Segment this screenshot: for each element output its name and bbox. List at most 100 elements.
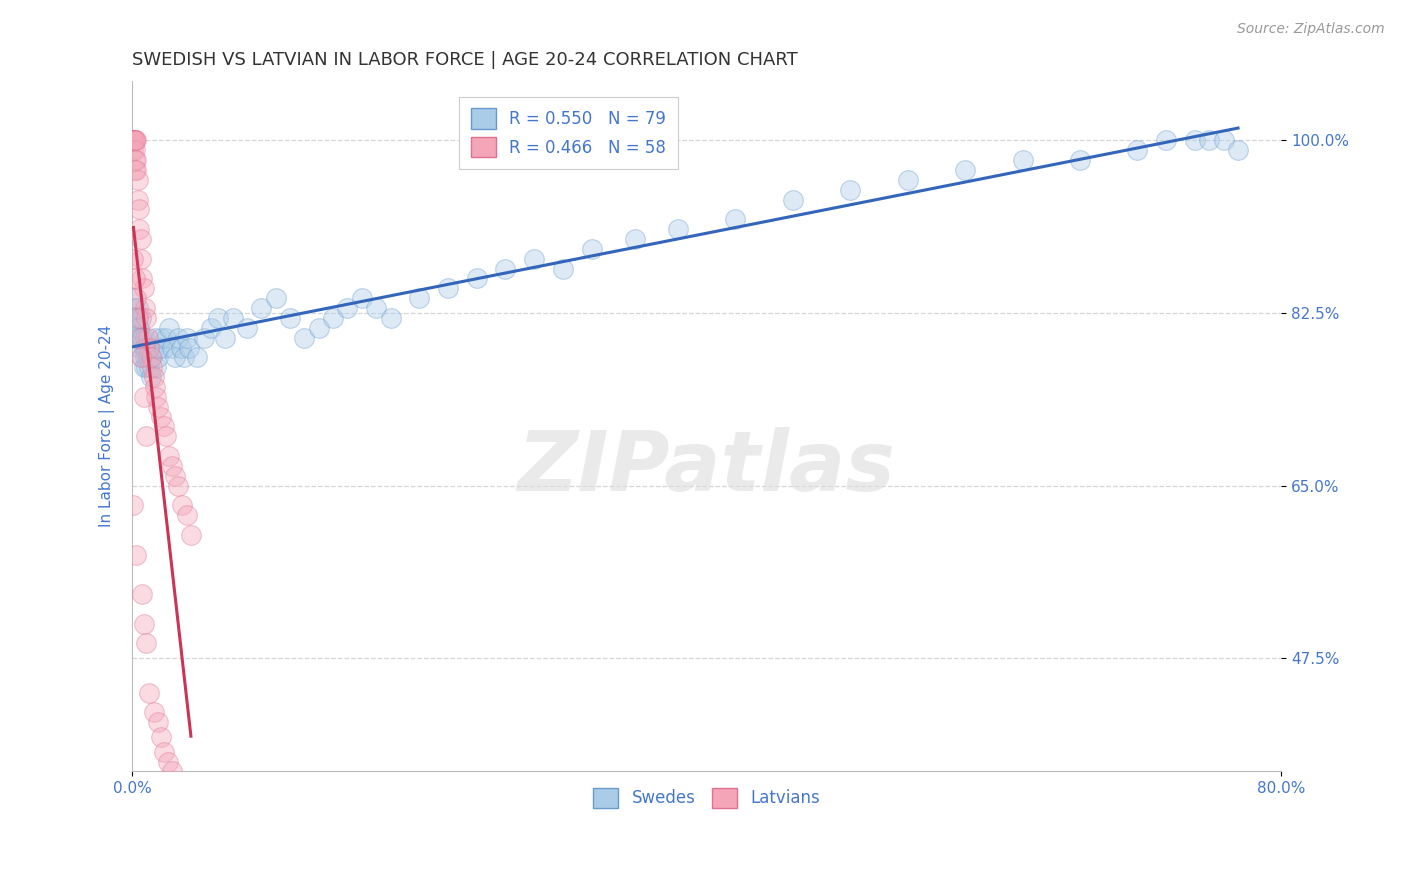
Point: [127, 310, 149, 325]
Point: [366, 301, 388, 315]
Point: [124, 271, 146, 285]
Point: [136, 331, 159, 345]
Point: [1069, 153, 1091, 168]
Point: [122, 134, 145, 148]
Point: [122, 134, 145, 148]
Point: [236, 320, 259, 334]
Point: [122, 134, 145, 148]
Point: [128, 202, 150, 217]
Point: [146, 715, 169, 730]
Point: [200, 320, 222, 334]
Y-axis label: In Labor Force | Age 20-24: In Labor Force | Age 20-24: [100, 326, 115, 527]
Point: [322, 310, 344, 325]
Point: [124, 134, 146, 148]
Point: [125, 310, 148, 325]
Point: [264, 291, 287, 305]
Point: [128, 331, 150, 345]
Point: [139, 370, 162, 384]
Point: [157, 449, 180, 463]
Point: [1212, 134, 1234, 148]
Point: [165, 468, 187, 483]
Point: [131, 587, 153, 601]
Point: [1154, 134, 1177, 148]
Point: [1011, 153, 1033, 168]
Point: [122, 134, 145, 148]
Point: [292, 331, 315, 345]
Point: [623, 232, 645, 246]
Point: [132, 281, 155, 295]
Point: [134, 301, 156, 315]
Point: [128, 341, 150, 355]
Point: [380, 310, 402, 325]
Point: [135, 429, 157, 443]
Point: [125, 291, 148, 305]
Point: [142, 341, 165, 355]
Point: [162, 341, 184, 355]
Point: [1126, 144, 1149, 158]
Point: [135, 636, 157, 650]
Point: [141, 360, 163, 375]
Point: [129, 331, 152, 345]
Point: [143, 380, 166, 394]
Point: [186, 351, 208, 365]
Point: [465, 271, 488, 285]
Point: [125, 153, 148, 168]
Point: [138, 360, 160, 375]
Point: [125, 548, 148, 562]
Point: [124, 144, 146, 158]
Point: [724, 212, 747, 227]
Point: [122, 134, 145, 148]
Point: [122, 134, 145, 148]
Point: [148, 341, 170, 355]
Point: [308, 320, 330, 334]
Point: [127, 193, 149, 207]
Point: [152, 341, 174, 355]
Point: [167, 478, 190, 492]
Point: [162, 458, 184, 473]
Point: [157, 320, 180, 334]
Point: [180, 528, 202, 542]
Point: [132, 616, 155, 631]
Point: [156, 755, 179, 769]
Point: [495, 261, 517, 276]
Point: [132, 390, 155, 404]
Point: [172, 498, 194, 512]
Point: [138, 341, 160, 355]
Point: [167, 331, 190, 345]
Text: SWEDISH VS LATVIAN IN LABOR FORCE | AGE 20-24 CORRELATION CHART: SWEDISH VS LATVIAN IN LABOR FORCE | AGE …: [132, 51, 797, 69]
Point: [1198, 134, 1220, 148]
Point: [135, 360, 157, 375]
Point: [135, 341, 157, 355]
Point: [149, 409, 172, 424]
Point: [581, 242, 603, 256]
Point: [128, 222, 150, 236]
Point: [124, 301, 146, 315]
Point: [127, 301, 149, 315]
Point: [124, 153, 146, 168]
Point: [125, 331, 148, 345]
Point: [122, 498, 145, 512]
Point: [897, 173, 920, 187]
Point: [125, 134, 148, 148]
Point: [165, 351, 187, 365]
Point: [176, 331, 198, 345]
Point: [122, 252, 145, 266]
Point: [146, 400, 169, 414]
Point: [135, 310, 157, 325]
Point: [124, 320, 146, 334]
Point: [149, 331, 172, 345]
Point: [122, 134, 145, 148]
Point: [162, 764, 184, 779]
Point: [127, 320, 149, 334]
Point: [122, 291, 145, 305]
Point: [155, 331, 177, 345]
Point: [782, 193, 804, 207]
Point: [129, 351, 152, 365]
Point: [129, 232, 152, 246]
Point: [125, 163, 148, 178]
Point: [142, 705, 165, 719]
Point: [141, 351, 163, 365]
Point: [124, 134, 146, 148]
Point: [128, 320, 150, 334]
Point: [437, 281, 460, 295]
